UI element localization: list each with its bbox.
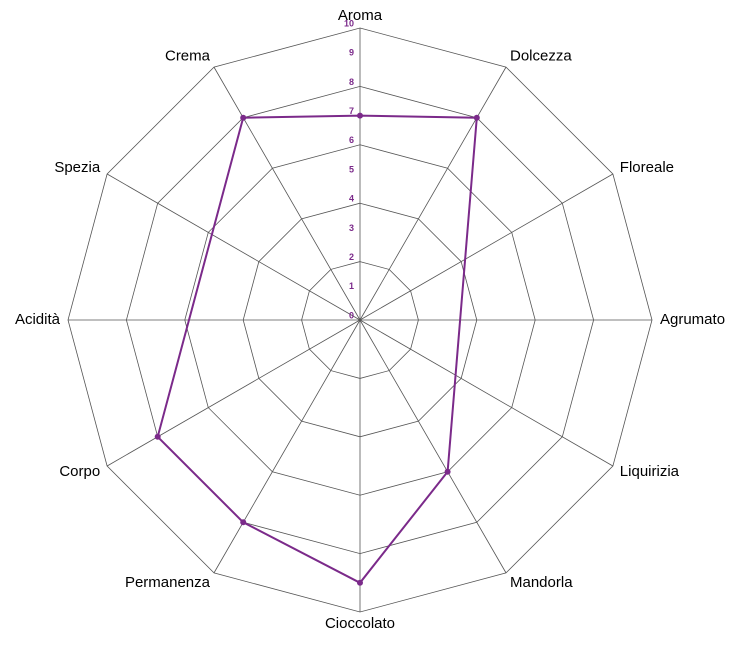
tick-label: 1 — [349, 281, 354, 291]
series-line — [156, 114, 478, 585]
axis-label: Mandorla — [510, 574, 573, 591]
data-point — [154, 433, 161, 440]
axis-label: Cioccolato — [325, 615, 395, 632]
data-point — [240, 114, 247, 121]
tick-label: 5 — [349, 164, 354, 174]
tick-label: 3 — [349, 223, 354, 233]
axis-spoke — [359, 319, 507, 574]
axis-label: Agrumato — [660, 311, 725, 328]
axis-label: Liquirizia — [620, 463, 680, 480]
data-point — [240, 519, 247, 526]
tick-label: 10 — [344, 18, 354, 28]
tick-label: 0 — [349, 310, 354, 320]
tick-label: 2 — [349, 252, 354, 262]
axis-label: Permanenza — [125, 574, 211, 591]
axis-spoke — [359, 66, 507, 321]
axis-label: Aroma — [338, 7, 383, 24]
axis-label: Spezia — [54, 159, 101, 176]
tick-label: 6 — [349, 135, 354, 145]
axis-label: Floreale — [620, 159, 674, 176]
axis-spoke — [106, 173, 361, 321]
axis-spoke — [359, 173, 614, 321]
data-point — [444, 468, 451, 475]
tick-label: 4 — [349, 194, 354, 204]
axis-spoke — [106, 319, 361, 467]
tick-label: 9 — [349, 48, 354, 58]
axis-label: Corpo — [59, 463, 100, 480]
tick-label: 7 — [349, 106, 354, 116]
data-point — [357, 112, 363, 119]
tick-label: 8 — [349, 77, 354, 87]
data-point — [357, 579, 363, 586]
data-point — [473, 114, 480, 121]
axis-label: Crema — [165, 48, 211, 65]
axis-spoke — [359, 319, 614, 467]
axis-spoke — [213, 319, 361, 574]
axis-spoke — [213, 66, 361, 321]
axis-label: Dolcezza — [510, 48, 572, 65]
axis-label: Acidità — [15, 311, 61, 328]
